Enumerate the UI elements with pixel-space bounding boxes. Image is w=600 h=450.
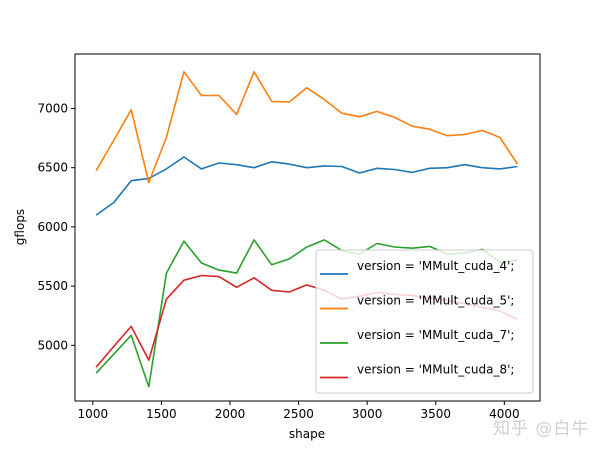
- y-tick-label: 6000: [37, 220, 68, 234]
- legend-items: version = 'MMult_cuda_4';version = 'MMul…: [320, 259, 514, 379]
- legend: version = 'MMult_cuda_4';version = 'MMul…: [315, 249, 534, 394]
- legend-item: version = 'MMult_cuda_8';: [320, 363, 514, 379]
- legend-label: version = 'MMult_cuda_8';: [357, 363, 514, 377]
- legend-label: version = 'MMult_cuda_7';: [357, 328, 514, 342]
- x-tick-label: 1000: [78, 407, 109, 421]
- legend-item: version = 'MMult_cuda_4';: [320, 259, 514, 275]
- x-tick-label: 3000: [352, 407, 383, 421]
- x-axis-ticks: 1000 1500 2000 2500 3000 3500 4000: [78, 401, 520, 421]
- x-tick-label: 2500: [283, 407, 314, 421]
- legend-item: version = 'MMult_cuda_7';: [320, 328, 514, 344]
- x-tick-label: 2000: [215, 407, 246, 421]
- x-tick-label: 4000: [489, 407, 520, 421]
- x-tick-label: 1500: [146, 407, 177, 421]
- axes-frame: [74, 53, 541, 402]
- y-tick-label: 6500: [37, 161, 68, 175]
- series-line-0: [95, 156, 518, 216]
- legend-label: version = 'MMult_cuda_5';: [357, 294, 514, 308]
- legend-box: [315, 249, 534, 394]
- y-tick-label: 5500: [37, 279, 68, 293]
- y-axis-label: gflops: [13, 209, 27, 245]
- watermark: 知乎 @白牛: [493, 419, 590, 439]
- x-axis-label: shape: [289, 427, 325, 441]
- y-axis-ticks: 5000 5500 6000 6500 7000: [37, 101, 75, 352]
- x-tick-label: 3500: [420, 407, 451, 421]
- y-tick-label: 7000: [37, 101, 68, 115]
- series-line-1: [95, 71, 519, 184]
- legend-item: version = 'MMult_cuda_5';: [320, 294, 514, 310]
- y-tick-label: 5000: [37, 338, 68, 352]
- legend-label: version = 'MMult_cuda_4';: [357, 259, 514, 273]
